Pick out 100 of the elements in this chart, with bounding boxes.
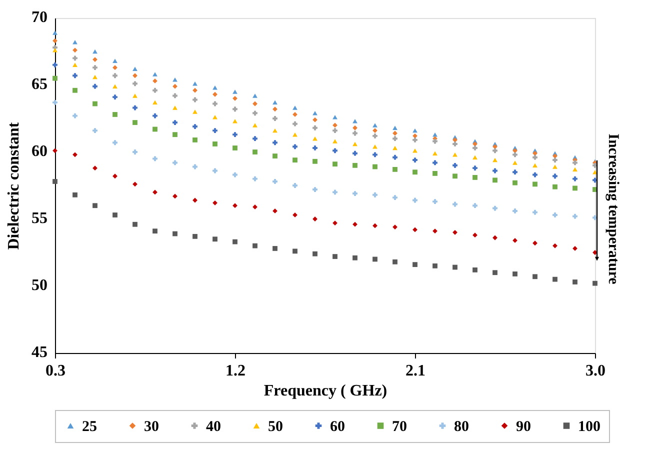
point (392, 259, 398, 264)
point (172, 106, 178, 110)
point (352, 125, 358, 130)
point (352, 119, 358, 124)
point (452, 162, 458, 168)
point (112, 73, 118, 78)
point (52, 76, 58, 81)
point (112, 94, 118, 100)
point (332, 122, 338, 128)
point (212, 86, 218, 90)
point (352, 222, 358, 227)
point (52, 38, 58, 44)
point (412, 128, 418, 133)
point (472, 146, 478, 150)
point (352, 191, 358, 196)
point (492, 206, 498, 211)
point (52, 48, 58, 52)
point (232, 119, 238, 124)
point (452, 264, 458, 270)
x-tick-label: 2.1 (406, 362, 426, 380)
point (272, 140, 278, 146)
point (212, 142, 218, 146)
point (92, 101, 98, 106)
point (352, 142, 358, 146)
point (492, 148, 498, 154)
point (472, 267, 478, 272)
point (432, 151, 438, 156)
point (572, 176, 578, 182)
point (152, 156, 158, 162)
point (432, 138, 438, 144)
point (312, 125, 318, 130)
point (312, 187, 318, 192)
point (272, 179, 278, 184)
point (192, 82, 198, 86)
point (52, 100, 58, 105)
point (232, 132, 238, 138)
y-tick-label: 70 (32, 9, 48, 26)
point (332, 128, 338, 134)
point (412, 262, 418, 268)
point (552, 212, 558, 218)
point (72, 56, 78, 61)
point (432, 160, 438, 166)
point (92, 128, 98, 134)
point (472, 232, 478, 238)
point (272, 154, 278, 158)
point (72, 88, 78, 93)
point (452, 174, 458, 179)
point (252, 204, 258, 210)
point (232, 96, 238, 101)
legend-label: 70 (392, 418, 407, 435)
point (132, 94, 138, 98)
point (92, 84, 98, 89)
point (352, 162, 358, 168)
point (532, 240, 538, 246)
point (92, 166, 98, 171)
point (232, 146, 238, 150)
point (312, 111, 318, 116)
point (332, 139, 338, 144)
point (432, 170, 438, 176)
y-tick-label: 45 (32, 344, 48, 361)
point (172, 93, 178, 98)
point (112, 65, 118, 70)
y-axis-title: Dielectric constant (6, 122, 22, 250)
point (252, 101, 258, 106)
point (172, 231, 178, 236)
point (392, 136, 398, 142)
point (412, 137, 418, 142)
point (332, 115, 338, 120)
point (392, 130, 398, 136)
point (572, 214, 578, 219)
point (432, 199, 438, 204)
point (192, 198, 198, 203)
point (392, 195, 398, 200)
point (152, 72, 158, 76)
point (392, 146, 398, 150)
point (432, 228, 438, 234)
x-tick-label: 0.3 (46, 362, 66, 380)
point (312, 158, 318, 164)
point (192, 234, 198, 239)
point (572, 186, 578, 191)
point (372, 152, 378, 158)
point (272, 208, 278, 214)
point (292, 158, 298, 162)
point (292, 183, 298, 188)
point (292, 106, 298, 110)
point (112, 112, 118, 117)
point (252, 150, 258, 154)
point (172, 160, 178, 166)
point (492, 270, 498, 276)
point (172, 78, 178, 82)
point (52, 62, 58, 68)
point (72, 48, 78, 53)
point (292, 144, 298, 150)
point (252, 176, 258, 182)
point (112, 58, 118, 63)
point (72, 152, 78, 158)
legend-label: 100 (578, 418, 600, 435)
x-tick-label: 1.2 (226, 362, 246, 380)
point (332, 254, 338, 259)
point (432, 263, 438, 268)
